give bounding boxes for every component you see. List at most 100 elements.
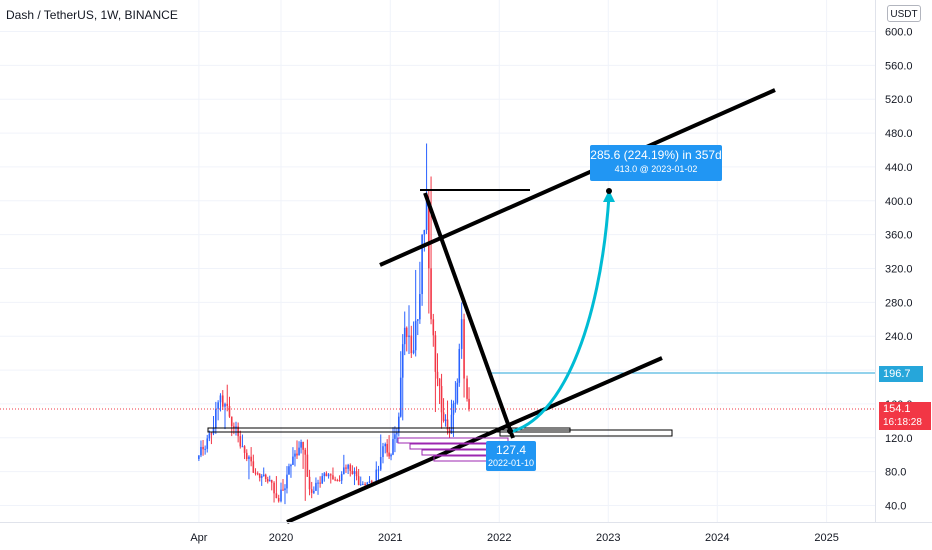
candle-body	[298, 447, 300, 456]
candle-body	[294, 453, 296, 457]
candle-body	[310, 489, 313, 493]
candle-body	[292, 456, 294, 465]
candle-body	[379, 457, 382, 470]
candle-body	[243, 446, 246, 453]
candle-body	[284, 488, 286, 491]
candle-body	[399, 377, 402, 417]
candle-body	[313, 490, 315, 493]
candle-body	[440, 386, 443, 413]
candle-body	[304, 449, 307, 455]
currency-button[interactable]: USDT	[887, 5, 921, 22]
candle-body	[336, 480, 339, 482]
candle-body	[401, 344, 404, 378]
candle-body	[384, 444, 387, 447]
candle-body	[454, 402, 457, 404]
downtrend-line	[423, 192, 515, 439]
candle-body	[351, 470, 354, 474]
candle-body	[268, 480, 271, 482]
candle-body	[241, 446, 244, 448]
candle-body	[329, 474, 332, 476]
price-axis: 600.0 560.0 520.0 480.0 440.0 400.0 360.0 320.0…	[875, 0, 913, 522]
candle-body	[368, 481, 371, 483]
candle-body	[235, 426, 237, 428]
candle-body	[256, 473, 259, 475]
candle-body	[288, 466, 290, 475]
candle-body	[362, 484, 364, 486]
candle-body	[419, 294, 421, 320]
candle-body	[386, 444, 388, 453]
candle-body	[359, 484, 362, 486]
candle-body	[273, 482, 275, 494]
candle-body	[266, 478, 269, 482]
candle-body	[353, 471, 356, 474]
measure-target: 413.0 @ 2023-01-02	[614, 164, 698, 174]
candle-body	[233, 426, 235, 428]
candle-body	[343, 467, 345, 475]
time-tick-label: 2023	[596, 532, 620, 544]
projection-arrow	[509, 195, 611, 434]
candle-body	[334, 479, 336, 481]
candle-body	[260, 476, 263, 478]
candle-body	[436, 371, 439, 379]
candle-body	[262, 474, 265, 477]
candle-body	[355, 471, 358, 477]
last-price-value: 154.1	[883, 403, 911, 415]
candle-body	[325, 473, 328, 477]
candle-body	[388, 452, 390, 457]
candle-body	[239, 436, 242, 447]
channel-lower-line	[286, 356, 663, 524]
measure-change: 285.6 (224.19%) in 357d	[590, 148, 722, 162]
candle-body	[210, 433, 213, 435]
candle-body	[463, 319, 465, 379]
candle-body	[466, 378, 468, 399]
candle-body	[321, 476, 324, 484]
candle-body	[280, 489, 282, 502]
candle-body	[282, 489, 284, 491]
candle-body	[258, 473, 261, 478]
candle-body	[252, 461, 255, 473]
price-tick-label: 400.0	[885, 196, 913, 208]
last-price-tag: 154.1 16:18:28	[879, 402, 931, 430]
projection-arrowhead	[603, 190, 615, 202]
candle-body	[364, 484, 366, 486]
price-tick-label: 560.0	[885, 60, 913, 72]
candle-body	[377, 469, 380, 471]
candle-body	[421, 234, 423, 295]
price-tick-label: 240.0	[885, 331, 913, 343]
candle-body	[340, 474, 343, 481]
time-tick-label: 2020	[269, 532, 293, 544]
candle-body	[434, 335, 437, 372]
candle-body	[442, 412, 445, 421]
candle-body	[230, 416, 233, 427]
candle-body	[375, 469, 378, 482]
price-tick-label: 280.0	[885, 297, 913, 309]
candle-body	[456, 382, 459, 403]
candle-body	[300, 442, 302, 448]
candle-body	[306, 454, 309, 477]
candle-body	[458, 348, 461, 383]
candle-body	[349, 464, 352, 471]
candle-body	[428, 200, 430, 269]
candle-body	[245, 452, 248, 460]
time-tick-label: 2025	[814, 532, 838, 544]
point-price: 127.4	[495, 443, 527, 457]
candle-body	[270, 480, 273, 483]
time-axis: Apr 2020 2021 2022 2023 2024 2025	[0, 522, 932, 544]
horizontal-line-price-tag: 196.7	[879, 366, 923, 382]
projection-box	[499, 429, 673, 437]
price-tick-label: 80.0	[885, 467, 906, 479]
candle-body	[202, 446, 204, 450]
channel-upper-line	[379, 88, 776, 267]
chart-title: Dash / TetherUS, 1W, BINANCE	[6, 8, 178, 22]
candle-body	[460, 319, 463, 349]
candle-body	[414, 320, 417, 351]
point-callout: 127.4 2022-01-10	[486, 441, 536, 471]
candle-body	[308, 476, 311, 490]
price-tick-label: 600.0	[885, 27, 913, 39]
candle-body	[208, 433, 211, 439]
candle-body	[394, 434, 396, 439]
candle-body	[219, 395, 222, 403]
candle-body	[317, 482, 319, 484]
price-tick-label: 440.0	[885, 162, 913, 174]
